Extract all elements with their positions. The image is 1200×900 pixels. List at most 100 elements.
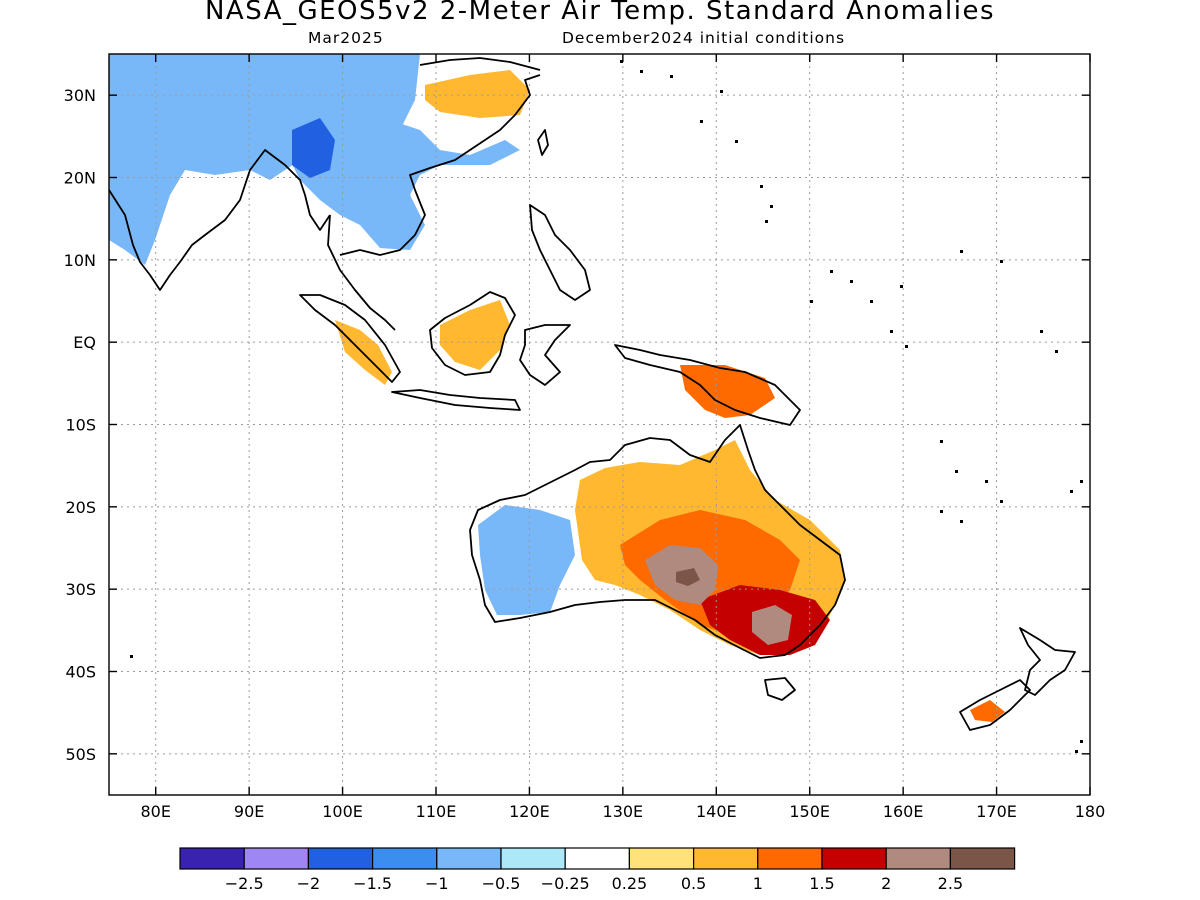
colorbar-label: 0.25 — [612, 874, 648, 893]
y-tick-label: 20N — [64, 169, 96, 188]
colorbar-label: −1 — [425, 874, 449, 893]
colorbar-swatch — [372, 847, 438, 870]
colorbar-label: −0.25 — [541, 874, 590, 893]
region-east-china — [425, 70, 530, 118]
colorbar-swatch — [500, 847, 566, 870]
region-india-west-tibet — [109, 54, 420, 265]
island-dot — [905, 345, 908, 348]
region-south-china-indochina — [285, 110, 520, 250]
island-dot — [960, 250, 963, 253]
coast-new-zealand-north — [1019, 627, 1076, 696]
region-se-australia-core — [752, 605, 792, 645]
colorbar-swatch — [949, 847, 1016, 870]
grid — [109, 54, 1090, 795]
island-dot — [1000, 260, 1003, 263]
island-dot — [765, 220, 768, 223]
colorbar-swatch — [821, 847, 887, 870]
coast-new-guinea — [614, 344, 801, 426]
y-tick-label: 10N — [64, 251, 96, 270]
small-islands — [130, 60, 1083, 753]
colorbar-swatch — [179, 847, 245, 870]
x-tick-label: 130E — [603, 802, 644, 821]
island-dot — [670, 75, 673, 78]
coast-bay-of-bengal-myanmar — [249, 149, 331, 231]
coast-australia — [469, 424, 846, 659]
colorbar-label: 1.5 — [809, 874, 834, 893]
y-tick-label: 50S — [65, 745, 96, 764]
colorbar-label: −1.5 — [353, 874, 392, 893]
colorbar-label: 1 — [753, 874, 763, 893]
island-dot — [940, 440, 943, 443]
island-dot — [130, 655, 133, 658]
colorbar-swatch — [757, 847, 823, 870]
colorbar-swatch — [436, 847, 502, 870]
island-dot — [985, 480, 988, 483]
axis-ticks — [109, 54, 1091, 795]
coast-java — [391, 389, 521, 411]
island-dot — [940, 510, 943, 513]
colorbar-swatch — [885, 847, 952, 870]
colorbar-swatch — [307, 847, 374, 870]
colorbar-swatch — [564, 847, 631, 870]
coast-sumatra — [299, 294, 401, 383]
x-tick-label: 170E — [976, 802, 1017, 821]
colorbar-label: 2 — [881, 874, 891, 893]
y-tick-label: EQ — [73, 333, 96, 352]
region-western-australia — [478, 505, 575, 615]
x-tick-label: 140E — [696, 802, 737, 821]
initial-conditions: December2024 initial conditions — [562, 29, 846, 47]
island-dot — [1055, 350, 1058, 353]
coast-philippines — [529, 204, 591, 301]
colorbar-label: 0.5 — [681, 874, 706, 893]
coast-malay-peninsula — [327, 214, 396, 331]
island-dot — [720, 90, 723, 93]
colorbar: −2.5 −2 −1.5 −1 −0.5 −0.25 0.25 0.5 1 1.5 2 2.5 — [179, 847, 1016, 893]
island-dot — [890, 330, 893, 333]
island-dot — [640, 70, 643, 73]
x-tick-label: 100E — [322, 802, 363, 821]
x-axis-labels: 80E 90E 100E 110E 120E 130E 140E 150E 160E 170E 18… — [140, 802, 1105, 821]
coast-borneo — [429, 291, 516, 376]
island-dot — [1000, 500, 1003, 503]
colorbar-swatch — [628, 847, 695, 870]
island-dot — [955, 470, 958, 473]
coast-india — [108, 169, 251, 291]
colorbar-label: −2.5 — [225, 874, 264, 893]
island-dot — [760, 185, 763, 188]
x-tick-label: 180 — [1075, 802, 1106, 821]
island-dot — [810, 300, 813, 303]
island-dot — [735, 140, 738, 143]
x-tick-label: 110E — [416, 802, 457, 821]
x-tick-label: 160E — [883, 802, 924, 821]
island-dot — [1075, 750, 1078, 753]
coast-sulawesi — [519, 324, 571, 386]
x-tick-label: 150E — [789, 802, 830, 821]
island-dot — [850, 280, 853, 283]
island-dot — [1040, 330, 1043, 333]
coast-tasmania — [764, 677, 796, 701]
colorbar-label: −2 — [297, 874, 321, 893]
x-tick-label: 120E — [509, 802, 550, 821]
island-dot — [1080, 480, 1083, 483]
y-tick-label: 10S — [65, 416, 96, 435]
island-dot — [870, 300, 873, 303]
y-axis-labels: 30N 20N 10N EQ 10S 20S 30S 40S 50S — [64, 86, 96, 764]
y-tick-label: 20S — [65, 498, 96, 517]
coastlines — [108, 57, 1076, 731]
island-dot — [830, 270, 833, 273]
coast-taiwan — [537, 129, 549, 156]
chart-title: NASA_GEOS5v2 2-Meter Air Temp. Standard … — [204, 0, 996, 26]
coast-east-china — [419, 57, 541, 71]
island-dot — [770, 205, 773, 208]
y-tick-label: 40S — [65, 663, 96, 682]
island-dot — [700, 120, 703, 123]
x-tick-label: 90E — [234, 802, 264, 821]
anomaly-field — [109, 54, 1005, 722]
y-tick-label: 30S — [65, 580, 96, 599]
y-tick-label: 30N — [64, 86, 96, 105]
colorbar-label: −0.5 — [482, 874, 521, 893]
forecast-month: Mar2025 — [308, 29, 384, 47]
region-central-australia-peak — [676, 568, 700, 586]
colorbar-swatch — [692, 847, 759, 870]
